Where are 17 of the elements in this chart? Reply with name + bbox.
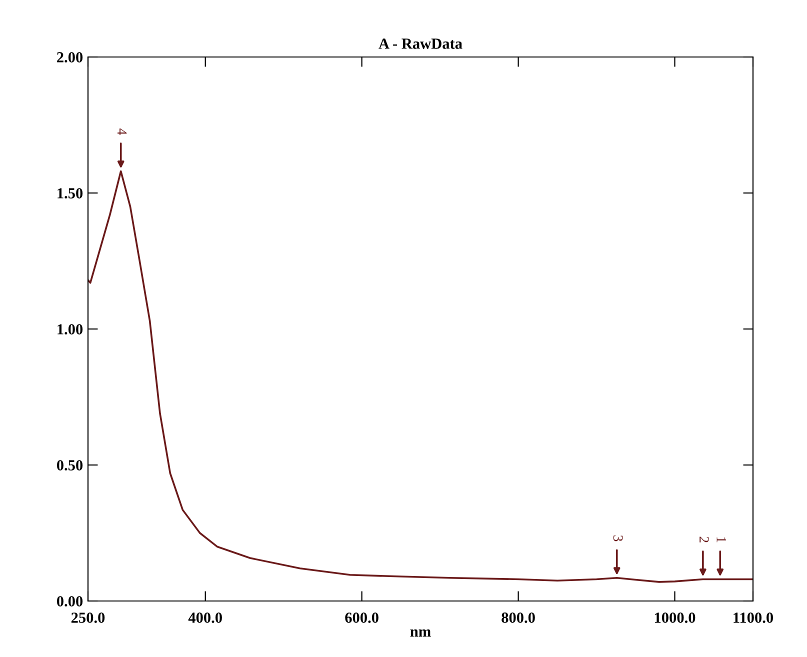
x-tick-label: 600.0	[345, 612, 378, 623]
annotation: 2	[700, 536, 709, 542]
x-tick-label: 400.0	[188, 612, 222, 623]
x-tick-label: 1000.0	[654, 612, 696, 623]
x-tick-label: 250.0	[71, 612, 105, 623]
chart-title: A - RawData	[378, 38, 462, 49]
x-tick-label: 1100.0	[734, 612, 774, 623]
annotation: 4	[118, 128, 127, 135]
y-tick-label: 1.00	[58, 324, 83, 335]
y-tick-label: 1.50	[58, 188, 83, 199]
x-tick-label: 800.0	[502, 612, 535, 623]
y-tick-label: 0.50	[56, 460, 83, 471]
y-tick-label: 0.00	[56, 596, 83, 607]
y-tick-label: 2.00	[57, 52, 83, 63]
x-axis-title: nm	[410, 629, 431, 637]
annotation: 1	[716, 537, 726, 542]
annotation: 3	[613, 535, 623, 542]
